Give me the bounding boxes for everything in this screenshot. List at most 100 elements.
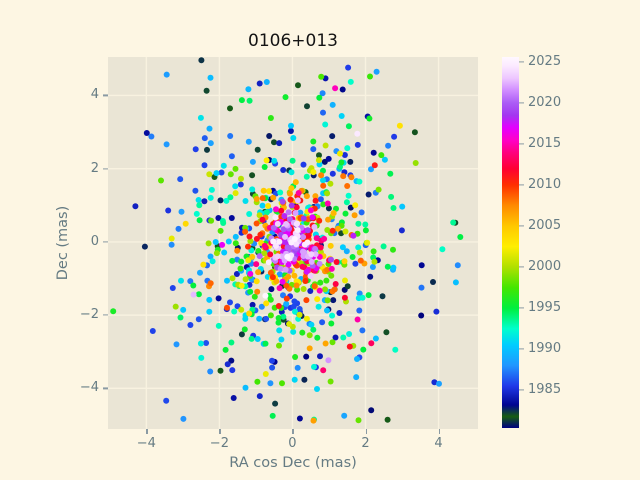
y-tick-label: 0 [90,233,99,249]
data-point [212,239,219,245]
data-point [263,157,270,164]
data-point [280,226,287,233]
data-point [141,243,148,250]
data-point [343,248,350,255]
data-point [178,208,185,215]
data-point [148,133,155,140]
data-point [193,210,200,217]
data-point [242,198,249,204]
data-point [263,315,270,322]
data-point [328,256,334,263]
data-point [351,212,358,219]
data-point [352,202,359,209]
data-point [330,297,337,304]
data-point [304,227,311,234]
data-point [198,354,205,361]
data-point [256,315,263,322]
data-point [300,286,307,292]
data-point [276,285,283,292]
data-point [286,216,293,223]
data-point [352,260,359,267]
data-point [246,310,253,317]
data-point [287,128,294,134]
data-point [342,210,349,217]
data-point [355,417,362,424]
data-point [227,299,233,306]
data-point [219,241,226,248]
data-point [253,196,260,202]
data-point [439,246,446,253]
data-point [232,183,239,190]
data-point [457,234,464,240]
data-point [312,251,319,258]
data-point [454,262,461,269]
data-point [300,215,307,222]
data-point [178,277,184,284]
data-point [245,138,252,145]
data-point [287,190,293,197]
data-point [272,214,279,221]
data-point [290,303,297,310]
data-point [288,169,295,176]
data-point [253,220,260,227]
data-point [341,152,348,158]
data-point [272,242,279,249]
data-point [263,79,270,85]
data-point [356,249,363,256]
data-point [242,384,249,391]
data-point [308,258,315,265]
data-point [273,278,280,285]
data-point [220,220,227,226]
data-point [367,73,373,80]
data-point [217,367,224,374]
data-point [231,308,238,315]
data-point [209,258,216,265]
data-point [227,133,234,139]
data-point [304,103,310,110]
data-point [303,297,310,304]
data-point [257,231,264,238]
data-point [306,332,313,339]
data-point [329,133,336,140]
data-point [350,232,357,239]
data-point [276,140,283,147]
data-point [381,156,388,163]
data-point [339,86,346,93]
data-point [347,204,354,211]
data-point [276,342,282,349]
data-point [192,146,199,153]
data-point [431,379,438,386]
data-point [217,227,224,234]
data-point [218,169,225,176]
data-point [338,113,345,119]
data-point [272,400,279,407]
data-point [324,190,331,197]
data-point [180,306,187,313]
data-point [418,312,425,319]
data-point [356,290,363,297]
data-point [283,221,290,227]
data-point [248,335,255,342]
data-point [266,133,273,139]
data-point [336,310,343,316]
data-point [328,265,335,272]
data-point [311,283,318,290]
data-point [232,233,239,240]
data-point [207,280,214,287]
data-point [261,164,268,170]
x-tick-mark [365,429,367,434]
data-point [339,244,346,251]
data-point [303,353,310,360]
data-point [372,335,379,342]
data-point [329,101,336,108]
data-point [269,412,276,419]
data-point [205,240,212,247]
data-point [224,361,231,368]
data-point [256,393,263,400]
data-point [265,259,272,266]
data-point [329,312,336,319]
colorbar-tick-mark [519,307,524,309]
data-point [187,278,194,285]
data-point [172,303,179,310]
